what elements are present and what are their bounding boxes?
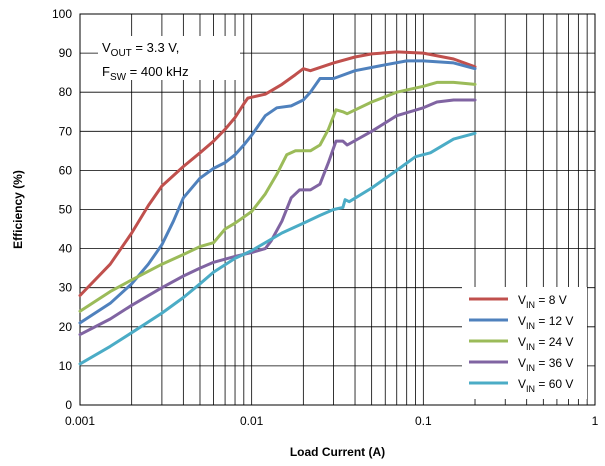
legend-label: VIN = 8 V (518, 293, 567, 310)
legend-label-rest: = 24 V (535, 335, 573, 349)
annotation-vout-sub: OUT (111, 48, 132, 59)
legend-label: VIN = 36 V (518, 356, 573, 373)
y-tick-label: 70 (59, 124, 73, 138)
y-tick-label: 10 (59, 359, 73, 373)
legend-label-sub: IN (526, 363, 535, 373)
legend-label-rest: = 60 V (535, 377, 573, 391)
x-tick-label: 1 (592, 414, 599, 428)
legend-label-rest: = 12 V (535, 314, 573, 328)
series-line-3 (78, 80, 477, 313)
legend-label-sub: IN (526, 384, 535, 394)
y-tick-label: 60 (59, 163, 73, 177)
legend-label-main: V (518, 377, 526, 391)
y-tick-label: 90 (59, 46, 73, 60)
series-line-2 (78, 59, 477, 325)
legend-label-main: V (518, 335, 526, 349)
annotation-fsw-main: F (102, 64, 110, 79)
legend-label: VIN = 60 V (518, 377, 573, 394)
plot-frame (79, 13, 596, 406)
y-axis-label: Efficiency (%) (11, 170, 25, 249)
legend-label: VIN = 24 V (518, 335, 573, 352)
y-tick-label: 80 (59, 85, 73, 99)
annotation-vout-main: V (102, 40, 111, 55)
legend-label-main: V (518, 356, 526, 370)
series-line-4 (78, 98, 477, 337)
legend-label-main: V (518, 293, 526, 307)
annotation-fsw-rest: = 400 kHz (126, 64, 189, 79)
y-tick-label: 30 (59, 281, 73, 295)
annotation-vout: VOUT = 3.3 V, (102, 40, 179, 59)
y-tick-labels: 0 10 20 30 40 50 60 70 80 90 100 (52, 7, 72, 412)
y-tick-label: 0 (65, 398, 72, 412)
annotation-fsw-sub: SW (110, 72, 127, 83)
x-tick-label: 0.001 (65, 414, 95, 428)
x-tick-labels: 0.001 0.01 0.1 1 (65, 414, 599, 428)
x-tick-label: 0.1 (415, 414, 432, 428)
y-tick-label: 40 (59, 242, 73, 256)
x-tick-label: 0.01 (240, 414, 264, 428)
annotation-vout-rest: = 3.3 V, (132, 40, 180, 55)
legend-label-sub: IN (526, 342, 535, 352)
legend-label-main: V (518, 314, 526, 328)
series-lines (78, 50, 477, 366)
legend-label-rest: = 36 V (535, 356, 573, 370)
legend-label-rest: = 8 V (535, 293, 567, 307)
legend-label: VIN = 12 V (518, 314, 573, 331)
series-line-5 (78, 131, 477, 366)
legend-label-sub: IN (526, 321, 535, 331)
annotation-fsw: FSW = 400 kHz (102, 64, 189, 83)
series-line-1 (78, 50, 477, 297)
legend-label-sub: IN (526, 300, 535, 310)
y-tick-label: 100 (52, 7, 72, 21)
legend-background (462, 287, 587, 399)
y-tick-label: 50 (59, 203, 73, 217)
x-axis-label: Load Current (A) (290, 445, 385, 459)
y-tick-label: 20 (59, 320, 73, 334)
annotation-background (98, 36, 240, 80)
